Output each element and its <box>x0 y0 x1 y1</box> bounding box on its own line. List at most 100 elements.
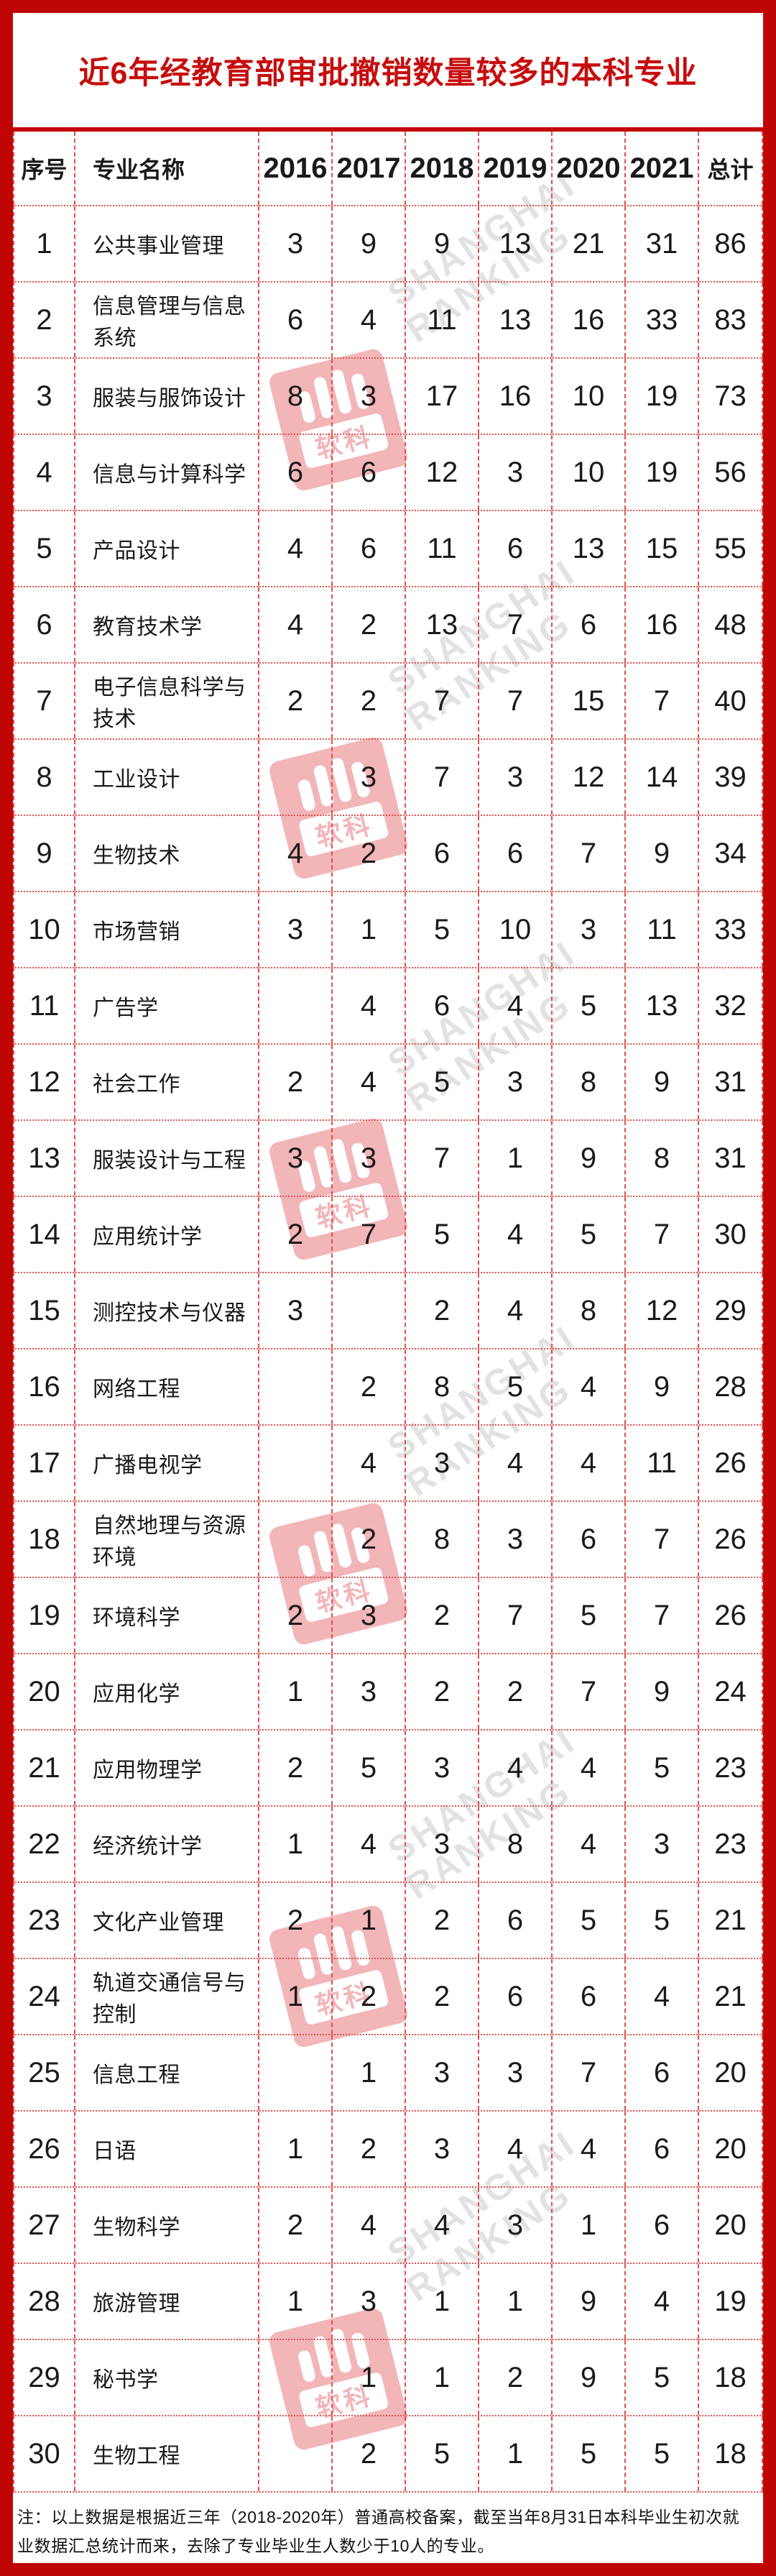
total-cell: 30 <box>699 1197 763 1272</box>
major-name-cell: 自然地理与资源环境 <box>75 1502 259 1577</box>
total-cell: 18 <box>699 2340 763 2415</box>
year-value-cell: 5 <box>626 1731 699 1805</box>
year-value-cell: 2 <box>259 1578 333 1653</box>
major-name-cell: 广播电视学 <box>75 1426 259 1500</box>
table-row: 17 广播电视学 4 3 4 4 11 26 <box>13 1424 763 1500</box>
year-value-cell: 2 <box>406 1959 479 2034</box>
year-value-cell <box>259 2416 333 2491</box>
year-value-cell: 13 <box>406 587 479 662</box>
year-value-cell: 6 <box>479 816 553 891</box>
year-value-cell: 3 <box>259 206 333 281</box>
year-value-cell: 8 <box>259 359 333 434</box>
major-name-cell: 日语 <box>75 2112 259 2186</box>
rank-cell: 20 <box>14 1654 75 1729</box>
year-value-cell <box>259 740 333 815</box>
title-divider <box>13 127 763 132</box>
year-value-cell: 9 <box>333 206 406 281</box>
year-value-cell: 5 <box>406 892 479 967</box>
table-row: 6 教育技术学 4 2 13 7 6 16 48 <box>13 586 763 662</box>
year-value-cell: 2 <box>333 664 406 738</box>
major-name-cell: 环境科学 <box>75 1578 259 1653</box>
year-value-cell: 8 <box>479 1807 553 1881</box>
year-value-cell: 21 <box>553 206 626 281</box>
year-value-cell: 3 <box>406 1731 479 1805</box>
year-value-cell: 9 <box>553 1121 626 1196</box>
year-value-cell: 2 <box>333 1349 406 1424</box>
year-value-cell: 3 <box>333 2264 406 2339</box>
year-value-cell: 6 <box>333 511 406 586</box>
year-value-cell <box>259 1502 333 1577</box>
rank-cell: 5 <box>14 511 75 586</box>
header-cell: 序号 <box>14 132 75 205</box>
year-value-cell: 9 <box>626 1045 699 1119</box>
year-value-cell: 5 <box>333 1731 406 1805</box>
title-band: 近6年经教育部审批撤销数量较多的本科专业 <box>13 13 763 127</box>
year-value-cell <box>333 1273 406 1348</box>
year-value-cell: 6 <box>259 283 333 357</box>
table-row: 20 应用化学 1 3 2 2 7 9 24 <box>13 1653 763 1729</box>
total-cell: 20 <box>699 2188 763 2263</box>
table-row: 13 服装设计与工程 3 3 7 1 9 8 31 <box>13 1119 763 1196</box>
table-row: 28 旅游管理 1 3 1 1 9 4 19 <box>13 2263 763 2339</box>
rank-cell: 25 <box>14 2035 75 2110</box>
major-name-cell: 应用统计学 <box>75 1197 259 1272</box>
year-value-cell: 3 <box>333 1121 406 1196</box>
rank-cell: 29 <box>14 2340 75 2415</box>
rank-cell: 18 <box>14 1502 75 1577</box>
year-value-cell: 2 <box>259 1045 333 1119</box>
rank-cell: 21 <box>14 1731 75 1805</box>
major-name-cell: 市场营销 <box>75 892 259 967</box>
header-cell: 2019 <box>479 132 553 205</box>
year-value-cell: 1 <box>259 2264 333 2339</box>
header-cell: 2020 <box>553 132 626 205</box>
year-value-cell: 3 <box>259 1273 333 1348</box>
year-value-cell: 4 <box>553 1807 626 1881</box>
year-value-cell: 3 <box>479 2035 553 2110</box>
year-value-cell: 2 <box>259 1197 333 1272</box>
year-value-cell: 4 <box>333 1045 406 1119</box>
year-value-cell: 4 <box>479 2112 553 2186</box>
year-value-cell: 14 <box>626 740 699 815</box>
year-value-cell: 7 <box>479 1578 553 1653</box>
rank-cell: 11 <box>14 968 75 1043</box>
year-value-cell: 5 <box>553 1197 626 1272</box>
rank-cell: 30 <box>14 2416 75 2491</box>
year-value-cell: 5 <box>406 2416 479 2491</box>
table-row: 14 应用统计学 2 7 5 4 5 7 30 <box>13 1196 763 1272</box>
year-value-cell: 6 <box>259 435 333 510</box>
year-value-cell: 7 <box>553 2035 626 2110</box>
year-value-cell: 1 <box>259 1654 333 1729</box>
major-name-cell: 教育技术学 <box>75 587 259 662</box>
table-row: 11 广告学 4 6 4 5 13 32 <box>13 967 763 1043</box>
rank-cell: 19 <box>14 1578 75 1653</box>
year-value-cell: 8 <box>626 1121 699 1196</box>
total-cell: 24 <box>699 1654 763 1729</box>
year-value-cell: 8 <box>406 1502 479 1577</box>
table-row: 22 经济统计学 1 4 3 8 4 3 23 <box>13 1805 763 1881</box>
year-value-cell: 1 <box>553 2188 626 2263</box>
year-value-cell: 7 <box>626 664 699 738</box>
table-row: 12 社会工作 2 4 5 3 8 9 31 <box>13 1043 763 1119</box>
year-value-cell: 4 <box>333 1807 406 1881</box>
header-cell: 2021 <box>626 132 699 205</box>
year-value-cell: 3 <box>479 1502 553 1577</box>
year-value-cell: 4 <box>626 2264 699 2339</box>
year-value-cell: 15 <box>553 664 626 738</box>
year-value-cell: 6 <box>553 1959 626 2034</box>
year-value-cell: 5 <box>406 1045 479 1119</box>
year-value-cell: 6 <box>553 1502 626 1577</box>
year-value-cell: 5 <box>479 1349 553 1424</box>
year-value-cell: 16 <box>479 359 553 434</box>
table-row: 10 市场营销 3 1 5 10 3 11 33 <box>13 891 763 967</box>
year-value-cell: 2 <box>479 1654 553 1729</box>
rank-cell: 23 <box>14 1883 75 1958</box>
year-value-cell: 4 <box>479 968 553 1043</box>
major-name-cell: 经济统计学 <box>75 1807 259 1881</box>
year-value-cell: 1 <box>259 1959 333 2034</box>
year-value-cell: 4 <box>406 2188 479 2263</box>
total-cell: 31 <box>699 1045 763 1119</box>
year-value-cell: 19 <box>626 435 699 510</box>
year-value-cell: 4 <box>479 1273 553 1348</box>
year-value-cell: 4 <box>553 2112 626 2186</box>
year-value-cell: 3 <box>406 2035 479 2110</box>
